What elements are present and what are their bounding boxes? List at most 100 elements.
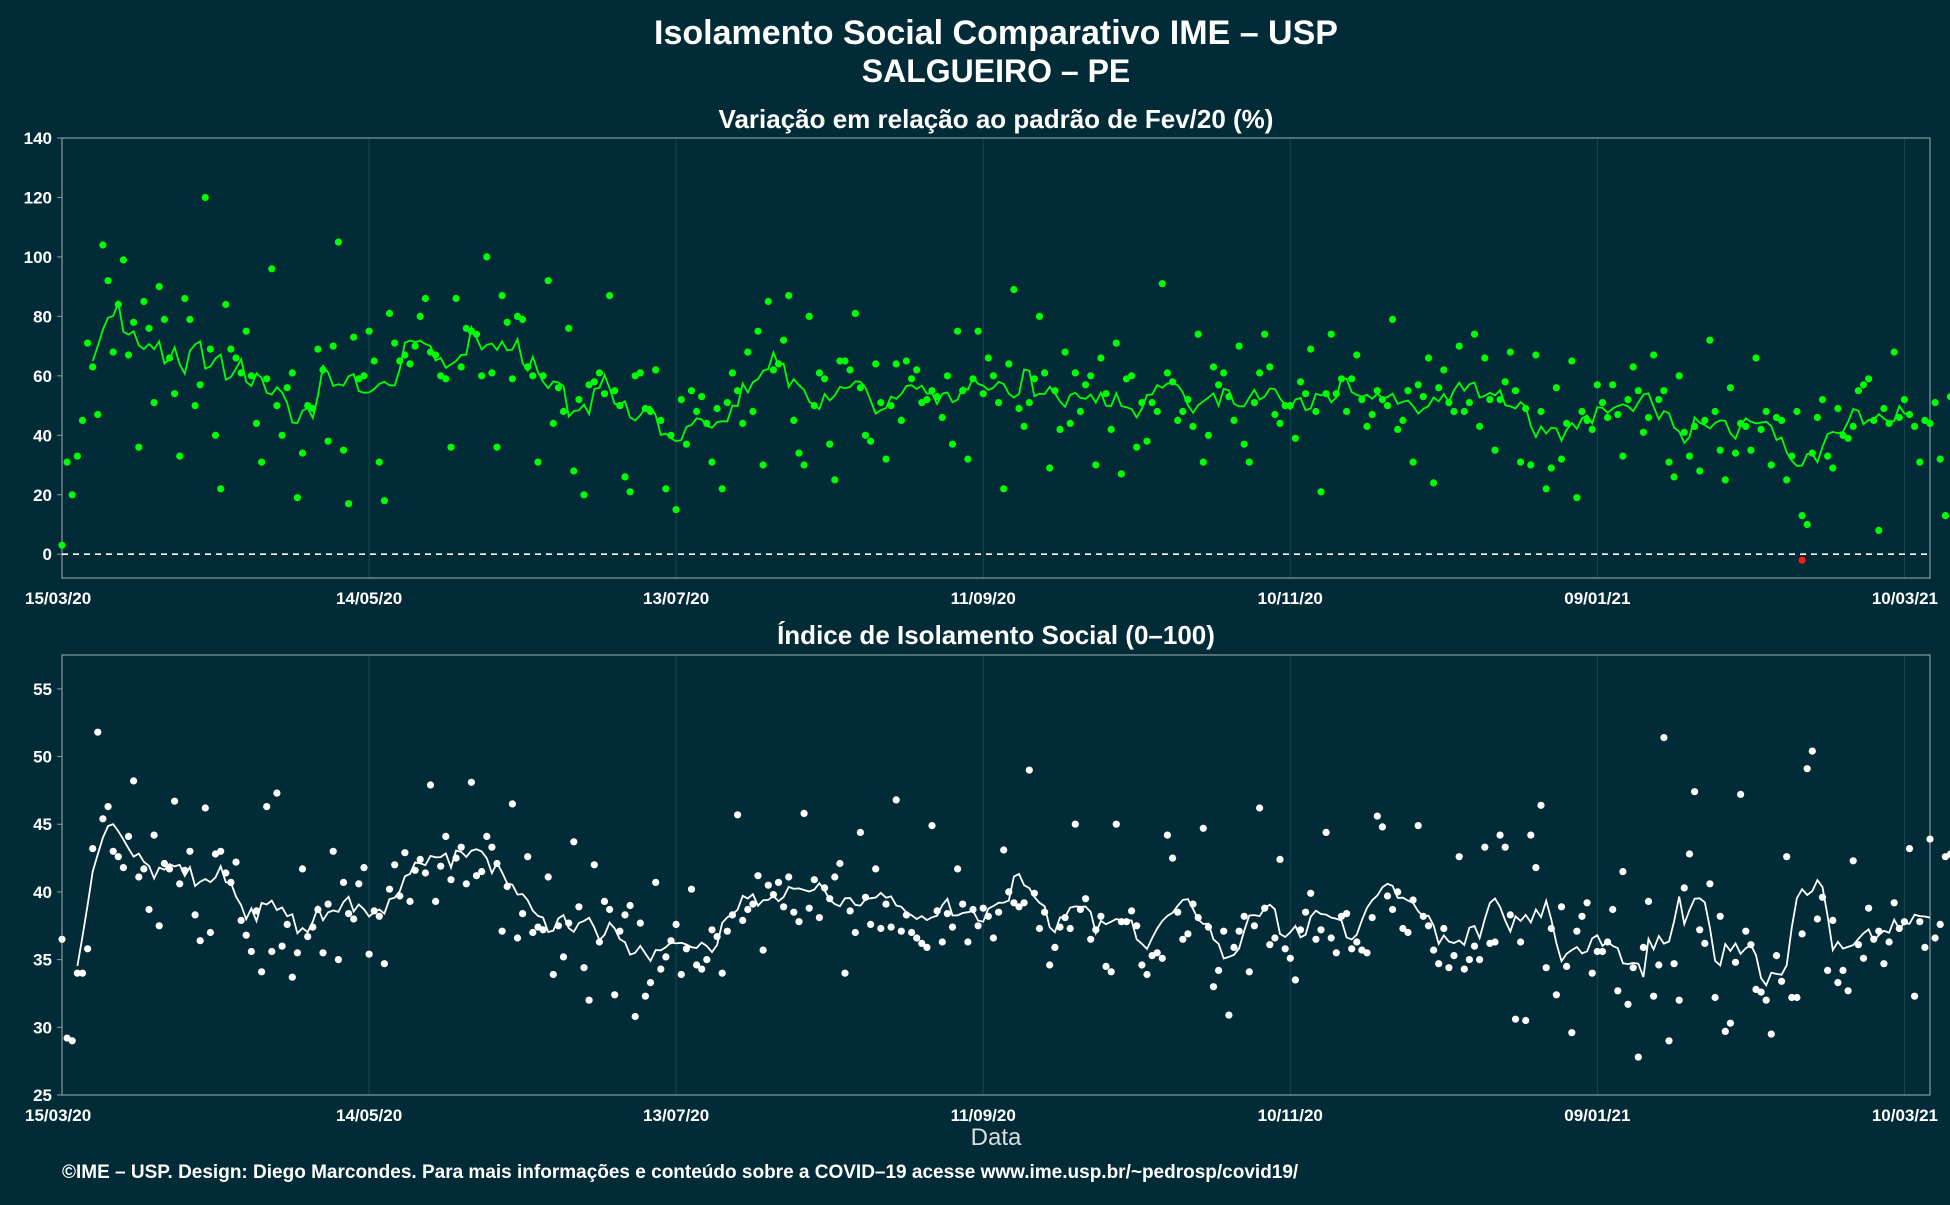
p1-data-point [1865, 375, 1873, 383]
p2-data-point [339, 878, 348, 887]
p2-data-point [1665, 1037, 1673, 1045]
p1-data-point [58, 541, 66, 549]
p1-data-point [969, 375, 977, 383]
p1-y-tick-label: 40 [33, 426, 52, 445]
p2-data-point [1394, 888, 1402, 896]
p2-data-point [1793, 993, 1801, 1002]
p1-data-point [1747, 446, 1755, 454]
p2-data-point [1174, 908, 1182, 916]
p1-data-point [1414, 381, 1422, 389]
p2-data-point [1854, 941, 1862, 949]
p1-data-point [442, 375, 450, 383]
p1-data-point [1824, 452, 1832, 460]
p1-data-point [810, 402, 818, 410]
p2-data-point [1424, 922, 1433, 930]
p1-data-point [150, 399, 158, 407]
p1-data-point [1716, 446, 1724, 454]
p2-data-point [1900, 918, 1908, 926]
p2-data-point [1189, 900, 1197, 908]
p2-data-point [293, 949, 301, 957]
p2-data-point [913, 934, 921, 942]
p1-data-point [1046, 464, 1054, 472]
p1-data-point [1517, 458, 1525, 466]
p1-data-point [964, 455, 972, 463]
p1-data-point [1041, 369, 1049, 377]
p2-data-point [667, 937, 675, 945]
p1-data-point [1721, 476, 1729, 484]
p2-data-point [124, 832, 133, 841]
p2-data-point [1143, 970, 1151, 979]
p1-data-point [1363, 422, 1371, 430]
p2-data-point [370, 907, 378, 915]
p1-data-point [867, 437, 875, 445]
p2-data-point [1296, 926, 1305, 934]
p2-data-point [872, 865, 880, 873]
p1-data-point [1634, 387, 1642, 395]
p2-data-point [1030, 889, 1038, 897]
p1-data-point [1261, 330, 1269, 338]
p2-data-point [964, 938, 972, 946]
p1-data-point [1010, 286, 1018, 294]
p1-data-point [1056, 425, 1064, 433]
p2-data-point [298, 865, 307, 873]
p2-data-point [1481, 843, 1489, 851]
p2-data-point [749, 900, 757, 908]
p2-data-point [1798, 930, 1806, 938]
p2-data-point [1691, 788, 1699, 796]
p1-data-point [1020, 422, 1028, 430]
p1-data-point [498, 292, 506, 300]
p2-x-tick-label: 13/07/20 [643, 1106, 709, 1125]
p1-data-point [1522, 404, 1530, 413]
p1-data-point [728, 369, 737, 377]
p1-data-point [1138, 399, 1146, 407]
p2-data-point [1813, 915, 1821, 923]
p2-data-point [984, 912, 992, 920]
p2-data-point [503, 882, 511, 891]
p2-data-point [350, 915, 358, 923]
p1-data-point [1486, 396, 1494, 404]
p1-data-point [1911, 422, 1919, 430]
p2-data-point [989, 934, 998, 942]
p2-data-point [1163, 831, 1171, 839]
p1-data-point [519, 315, 527, 323]
p1-data-point [606, 292, 614, 300]
p2-data-point [1199, 824, 1207, 832]
p1-data-point [1793, 407, 1801, 416]
p2-x-tick-label: 11/09/20 [951, 1106, 1016, 1125]
p2-data-point [380, 960, 388, 968]
p2-y-tick-label: 50 [33, 748, 52, 767]
p1-data-point [1675, 372, 1683, 380]
p1-x-tick-label: 10/03/21 [1872, 589, 1938, 608]
p1-data-point [1076, 407, 1084, 416]
p1-data-point [795, 449, 803, 457]
p2-data-point [68, 1037, 76, 1045]
p2-data-point [314, 905, 322, 914]
p1-y-tick-label: 0 [43, 545, 52, 564]
p2-data-point [1788, 993, 1796, 1002]
p1-data-point [529, 372, 537, 380]
p2-data-point [698, 965, 706, 973]
p2-data-point [1593, 947, 1601, 956]
p2-data-point [1117, 918, 1125, 926]
p2-data-point [1378, 823, 1386, 831]
variation-panel: 15/03/20 14/05/20 13/07/20 11/09/20 10/11/20… [24, 129, 1950, 608]
p2-data-point [1547, 924, 1555, 933]
p2-data-point [529, 928, 537, 937]
p2-data-point [611, 991, 619, 999]
p2-data-point [176, 880, 184, 888]
p1-data-point [1133, 443, 1141, 451]
p1-data-point [1470, 330, 1479, 338]
p1-data-point [1481, 354, 1489, 362]
p2-data-point [805, 904, 813, 912]
p2-y-tick-label: 35 [33, 951, 52, 970]
p2-data-point [114, 853, 122, 861]
p1-data-point [1706, 336, 1714, 344]
p2-data-point [892, 796, 900, 804]
p1-data-point [1752, 354, 1760, 362]
p1-data-point [191, 402, 199, 410]
p1-data-point [754, 327, 762, 335]
p2-y-tick-label: 45 [33, 815, 52, 834]
p1-data-point [247, 372, 255, 380]
p1-data-point [1619, 452, 1627, 460]
p1-data-point [1332, 390, 1340, 398]
